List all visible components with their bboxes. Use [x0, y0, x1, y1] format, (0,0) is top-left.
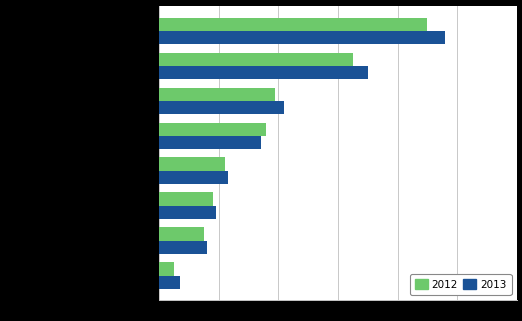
Bar: [159, 136, 260, 149]
Bar: [159, 262, 174, 276]
Bar: [159, 101, 284, 114]
Bar: [159, 18, 428, 31]
Bar: [159, 31, 445, 44]
Bar: [159, 276, 180, 289]
Bar: [159, 193, 213, 206]
Bar: [159, 227, 204, 241]
Bar: [159, 158, 225, 171]
Bar: [159, 88, 276, 101]
Bar: [159, 241, 207, 254]
Legend: 2012, 2013: 2012, 2013: [410, 274, 512, 295]
Bar: [159, 171, 228, 184]
Bar: [159, 123, 266, 136]
Bar: [159, 206, 216, 219]
Bar: [159, 53, 353, 66]
Bar: [159, 66, 368, 79]
